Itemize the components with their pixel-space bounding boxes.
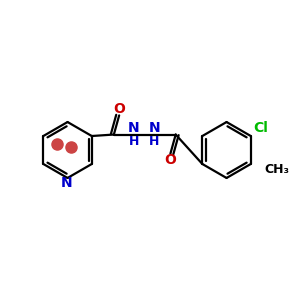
Text: N: N xyxy=(60,176,72,190)
Text: O: O xyxy=(113,102,125,116)
Text: H: H xyxy=(129,134,139,148)
Text: N: N xyxy=(128,121,140,135)
Text: O: O xyxy=(164,153,176,167)
Text: CH₃: CH₃ xyxy=(264,163,289,176)
Text: Cl: Cl xyxy=(254,121,268,135)
Text: H: H xyxy=(149,134,160,148)
Text: N: N xyxy=(149,121,160,135)
